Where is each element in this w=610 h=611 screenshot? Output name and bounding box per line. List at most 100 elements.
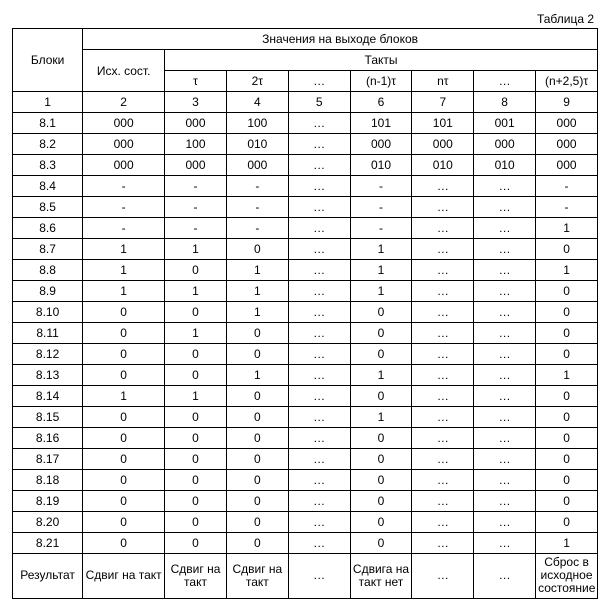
cell: 000 — [536, 134, 598, 155]
cell: … — [412, 449, 474, 470]
table-row: 8.3000000000…010010010000 — [13, 155, 598, 176]
block-id: 8.3 — [13, 155, 83, 176]
cell: 010 — [412, 155, 474, 176]
cell: 0 — [165, 533, 227, 554]
cell: 000 — [474, 134, 536, 155]
cell: 0 — [536, 407, 598, 428]
cell: 101 — [350, 113, 412, 134]
num-col: 4 — [226, 92, 288, 113]
block-id: 8.11 — [13, 323, 83, 344]
cell: … — [474, 344, 536, 365]
cell: 0 — [536, 449, 598, 470]
cell: 100 — [165, 134, 227, 155]
cell: 000 — [536, 155, 598, 176]
cell: 000 — [83, 155, 165, 176]
cell: 0 — [165, 470, 227, 491]
table-row: 8.9111…1……0 — [13, 281, 598, 302]
cell: 000 — [350, 134, 412, 155]
cell: … — [412, 197, 474, 218]
cell: 1 — [350, 239, 412, 260]
cell: - — [226, 218, 288, 239]
cell: 0 — [536, 470, 598, 491]
cell: … — [288, 197, 350, 218]
cell: … — [412, 512, 474, 533]
table-row: 8.20000…0……0 — [13, 512, 598, 533]
table-row: 8.19000…0……0 — [13, 491, 598, 512]
result-cell: … — [412, 554, 474, 599]
cell: … — [288, 470, 350, 491]
cell: 0 — [350, 449, 412, 470]
cell: 0 — [165, 260, 227, 281]
cell: 1 — [536, 365, 598, 386]
cell: 1 — [536, 260, 598, 281]
cell: 1 — [83, 239, 165, 260]
header-blocks: Блоки — [13, 29, 83, 92]
block-id: 8.18 — [13, 470, 83, 491]
cell: 0 — [83, 365, 165, 386]
result-cell: … — [288, 554, 350, 599]
data-table: Блоки Значения на выходе блоков Исх. сос… — [12, 28, 598, 599]
cell: … — [474, 302, 536, 323]
table-row: 8.14110…0……0 — [13, 386, 598, 407]
cell: 0 — [83, 428, 165, 449]
block-id: 8.2 — [13, 134, 83, 155]
cell: - — [350, 197, 412, 218]
table-row: 8.4---…-……- — [13, 176, 598, 197]
cell: 0 — [536, 281, 598, 302]
cell: 0 — [350, 323, 412, 344]
cell: … — [412, 533, 474, 554]
cell: 1 — [83, 260, 165, 281]
cell: … — [288, 239, 350, 260]
cell: … — [288, 365, 350, 386]
result-cell: Сдвиг на такт — [226, 554, 288, 599]
cell: … — [288, 113, 350, 134]
cell: 0 — [226, 512, 288, 533]
cell: … — [474, 407, 536, 428]
cell: … — [412, 260, 474, 281]
cell: 1 — [165, 386, 227, 407]
num-col: 1 — [13, 92, 83, 113]
num-col: 7 — [412, 92, 474, 113]
cell: 1 — [350, 407, 412, 428]
cell: … — [288, 386, 350, 407]
tick-label: (n+2,5)τ — [536, 71, 598, 92]
table-row: 8.1000000100…101101001000 — [13, 113, 598, 134]
block-id: 8.9 — [13, 281, 83, 302]
header-initial: Исх. сост. — [83, 50, 165, 92]
tick-label: … — [288, 71, 350, 92]
cell: … — [288, 260, 350, 281]
block-id: 8.19 — [13, 491, 83, 512]
cell: … — [288, 302, 350, 323]
cell: … — [412, 407, 474, 428]
cell: 0 — [165, 365, 227, 386]
table-row: 8.7110…1……0 — [13, 239, 598, 260]
cell: 0 — [165, 302, 227, 323]
cell: 0 — [83, 449, 165, 470]
result-cell: Сдвига на такт нет — [350, 554, 412, 599]
cell: … — [288, 512, 350, 533]
cell: 0 — [350, 428, 412, 449]
table-row: 8.8101…1……1 — [13, 260, 598, 281]
cell: … — [412, 386, 474, 407]
cell: 0 — [536, 386, 598, 407]
table-row: 8.16000…0……0 — [13, 428, 598, 449]
table-row: 8.11010…0……0 — [13, 323, 598, 344]
result-label: Результат — [13, 554, 83, 599]
cell: … — [474, 281, 536, 302]
cell: 0 — [83, 470, 165, 491]
cell: - — [83, 218, 165, 239]
cell: 0 — [165, 449, 227, 470]
cell: 1 — [536, 533, 598, 554]
cell: 010 — [350, 155, 412, 176]
cell: 0 — [83, 512, 165, 533]
cell: 0 — [226, 323, 288, 344]
cell: … — [412, 365, 474, 386]
block-id: 8.7 — [13, 239, 83, 260]
tick-label: 2τ — [226, 71, 288, 92]
cell: … — [474, 218, 536, 239]
cell: 000 — [412, 134, 474, 155]
cell: 0 — [83, 491, 165, 512]
cell: … — [288, 344, 350, 365]
cell: 0 — [226, 533, 288, 554]
tick-label: (n-1)τ — [350, 71, 412, 92]
